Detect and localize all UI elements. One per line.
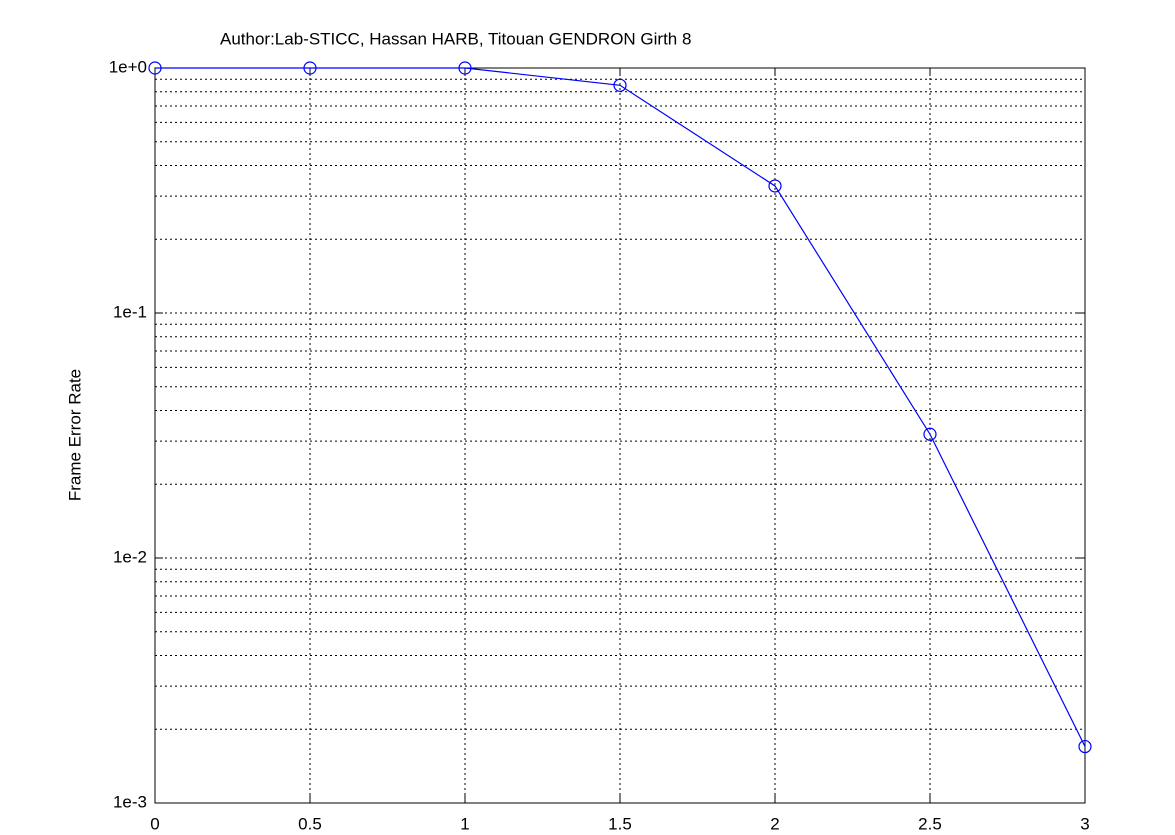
x-tick-label: 2 bbox=[770, 814, 779, 833]
x-tick-label: 1.5 bbox=[608, 814, 632, 833]
marker bbox=[768, 179, 782, 193]
x-tick-label: 0.5 bbox=[298, 814, 322, 833]
x-tick-label: 1 bbox=[460, 814, 469, 833]
chart-title: Author:Lab-STICC, Hassan HARB, Titouan G… bbox=[220, 29, 691, 48]
series-line bbox=[155, 67, 1086, 747]
y-tick-label: 1e+0 bbox=[109, 57, 147, 76]
marker bbox=[303, 61, 317, 75]
marker bbox=[923, 427, 937, 441]
x-tick-label: 0 bbox=[150, 814, 159, 833]
marker bbox=[613, 78, 627, 92]
marker bbox=[148, 61, 162, 75]
y-tick-label: 1e-2 bbox=[113, 547, 147, 566]
marker bbox=[1078, 739, 1092, 754]
x-tick-label: 2.5 bbox=[918, 814, 942, 833]
plot-frame bbox=[154, 67, 1086, 804]
x-tick-label: 3 bbox=[1080, 814, 1089, 833]
y-axis-label: Frame Error Rate bbox=[65, 369, 84, 501]
marker bbox=[458, 61, 472, 75]
y-tick-label: 1e-3 bbox=[113, 792, 147, 811]
y-tick-label: 1e-1 bbox=[113, 302, 147, 321]
